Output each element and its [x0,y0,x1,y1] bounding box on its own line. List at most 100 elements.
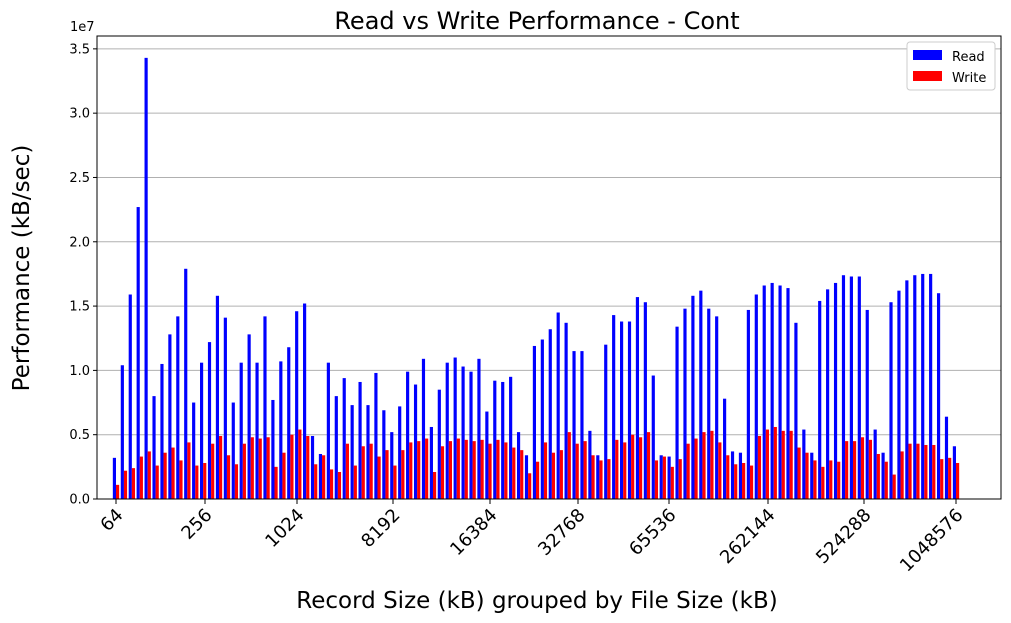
read-bar [524,455,529,499]
read-bar [437,389,441,499]
read-bar [643,302,647,499]
write-bar [789,430,793,499]
read-bar [223,317,227,499]
write-bar [464,439,468,499]
legend-swatch-write [913,71,942,81]
write-bar [781,430,785,499]
read-bar [540,339,544,499]
read-bar [461,366,465,499]
read-bar [770,282,774,499]
read-bar [723,398,727,499]
write-bar [694,438,698,499]
read-bar [176,316,180,499]
read-bar [469,371,473,499]
read-bar [913,275,917,499]
write-bar [757,435,762,499]
write-bar [409,442,413,499]
read-bar [382,410,386,499]
read-bar [604,344,608,499]
read-bar [952,446,956,499]
write-bar [480,439,484,499]
write-bar [615,439,619,499]
write-bar [401,450,405,499]
read-bar [826,289,830,499]
write-bar [821,466,825,499]
write-bar [948,457,952,499]
read-bar [580,351,584,499]
write-bar [504,442,508,499]
read-bar [390,432,394,499]
read-bar [445,362,449,499]
y-tick-label: 3.0 [69,107,90,122]
read-bar [921,273,925,499]
legend-label-write: Write [952,71,986,86]
write-bar [242,443,246,499]
read-bar [564,322,568,499]
write-bar [369,443,373,499]
read-bar [516,432,521,499]
write-bar [306,435,310,499]
write-bar [322,455,326,499]
write-bar [639,437,643,499]
write-bar [646,432,651,499]
y-axis: 0.0 0.5 1.0 1.5 2.0 2.5 3.0 3.5 [69,42,97,508]
read-bar [715,316,719,499]
write-bar [329,469,334,499]
write-bar [488,443,492,499]
read-bar [366,405,370,499]
write-bar [219,435,223,499]
write-bar [139,456,143,499]
read-bar [406,371,410,499]
read-bar [532,345,536,499]
read-bar [501,381,505,499]
read-bar [857,276,861,499]
y-tick-label: 1.5 [69,300,90,315]
write-bar [258,438,262,499]
read-bar [231,402,235,499]
read-bar [897,290,901,499]
write-bar [805,452,809,499]
read-bar [841,275,846,499]
write-bar [575,443,579,499]
read-bar [667,456,671,499]
read-bar [128,294,132,499]
y-scale-label: 1e7 [70,20,95,35]
write-bar [956,462,960,499]
write-bar [179,460,183,499]
write-bar [773,426,777,499]
write-bar [448,441,452,499]
read-bar [620,321,624,499]
write-bar [551,452,556,499]
write-bar [361,446,365,499]
read-bar [635,297,640,499]
write-bar [734,464,738,499]
write-bar [559,450,563,499]
plot-frame [96,35,1002,500]
write-bar [131,468,136,499]
y-tick-label: 0.5 [69,428,90,443]
read-bar [413,384,418,499]
write-bar [876,453,880,499]
write-bar [456,438,460,499]
write-bar [187,442,191,499]
y-tick-label: 2.5 [69,171,90,186]
write-bar [868,439,872,499]
write-bar [116,484,120,499]
write-bar [623,442,627,499]
read-bar [905,280,909,499]
read-bar [120,365,124,499]
write-bar [282,452,286,499]
read-bar [255,362,259,499]
write-bar [290,434,294,499]
read-bar [326,362,330,499]
read-bar [881,452,885,499]
read-bar [936,293,941,499]
write-bar [425,438,429,499]
read-bar [675,326,679,499]
write-bar [670,466,674,499]
read-bar [112,457,116,499]
read-bar [263,316,267,499]
legend-swatch-read [913,50,942,60]
read-bar [207,342,212,499]
read-bar [746,309,750,499]
